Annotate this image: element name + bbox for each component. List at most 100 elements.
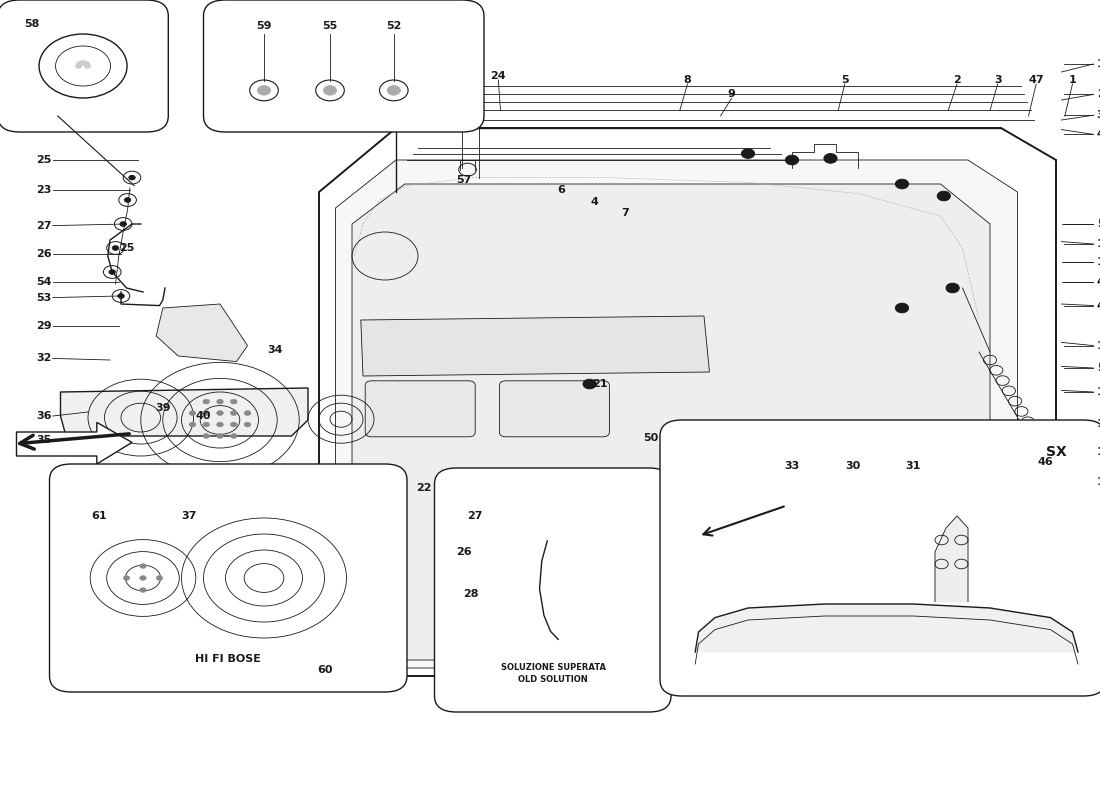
Circle shape: [895, 179, 909, 189]
Text: 42: 42: [366, 471, 382, 481]
Text: 44: 44: [456, 483, 472, 493]
Text: 30: 30: [845, 461, 860, 470]
Text: 53: 53: [36, 293, 52, 302]
Text: 2: 2: [953, 75, 961, 85]
Text: SX: SX: [1046, 445, 1066, 459]
Text: 29: 29: [36, 322, 52, 331]
Text: 26: 26: [36, 250, 52, 259]
Text: Ferrari: Ferrari: [649, 277, 847, 363]
FancyBboxPatch shape: [499, 381, 609, 437]
Text: 43: 43: [496, 483, 512, 493]
Circle shape: [202, 399, 209, 404]
Text: 47: 47: [1097, 130, 1100, 139]
Text: 22: 22: [416, 483, 431, 493]
Circle shape: [785, 155, 799, 165]
Text: 17: 17: [1097, 258, 1100, 267]
Circle shape: [124, 198, 131, 202]
Text: 37: 37: [256, 471, 272, 481]
Circle shape: [217, 422, 223, 427]
Circle shape: [217, 399, 223, 404]
Circle shape: [583, 379, 596, 389]
Text: 21: 21: [592, 379, 607, 389]
Text: 48: 48: [1097, 277, 1100, 286]
Text: SOLUZIONE SUPERATA: SOLUZIONE SUPERATA: [500, 663, 606, 672]
Circle shape: [123, 576, 130, 581]
Text: 19: 19: [1097, 341, 1100, 350]
Circle shape: [231, 434, 238, 438]
Text: 14: 14: [685, 434, 701, 443]
Text: 12: 12: [1097, 477, 1100, 486]
Text: 38: 38: [292, 471, 307, 481]
Circle shape: [895, 303, 909, 313]
Text: 13: 13: [1097, 387, 1100, 397]
Circle shape: [77, 62, 84, 66]
Circle shape: [75, 64, 81, 68]
FancyBboxPatch shape: [50, 464, 407, 692]
Text: 4: 4: [590, 197, 598, 206]
Text: 57: 57: [456, 175, 472, 185]
Circle shape: [140, 576, 146, 581]
Text: 41: 41: [331, 471, 346, 481]
Text: 49: 49: [581, 483, 596, 493]
Circle shape: [217, 410, 223, 415]
Text: 46: 46: [1037, 458, 1053, 467]
Text: HI FI BOSE: HI FI BOSE: [195, 654, 261, 664]
Text: a passion for innovation: a passion for innovation: [472, 351, 804, 449]
Text: 34: 34: [267, 346, 283, 355]
Circle shape: [140, 563, 146, 568]
Text: 61: 61: [91, 511, 107, 521]
Text: 56: 56: [1097, 363, 1100, 373]
Circle shape: [189, 410, 196, 415]
Circle shape: [156, 576, 163, 581]
Text: 3: 3: [1097, 110, 1100, 120]
Text: OLD SOLUTION: OLD SOLUTION: [518, 675, 589, 684]
Circle shape: [741, 149, 755, 158]
Text: 1: 1: [1068, 75, 1077, 85]
Text: 26: 26: [456, 547, 472, 557]
Text: 7: 7: [620, 208, 629, 218]
Circle shape: [946, 283, 959, 293]
Text: 5: 5: [842, 75, 848, 85]
Polygon shape: [60, 388, 308, 436]
Text: 60: 60: [317, 666, 332, 675]
Text: 51: 51: [1097, 219, 1100, 229]
Text: 55: 55: [322, 21, 338, 30]
Text: 20: 20: [769, 434, 784, 443]
Circle shape: [129, 175, 135, 180]
Circle shape: [202, 434, 209, 438]
Text: 36: 36: [36, 411, 52, 421]
Text: 31: 31: [905, 461, 921, 470]
Text: 32: 32: [36, 354, 52, 363]
Polygon shape: [156, 304, 248, 362]
Circle shape: [189, 422, 196, 427]
FancyBboxPatch shape: [204, 0, 484, 132]
Polygon shape: [336, 160, 1018, 668]
Circle shape: [79, 60, 86, 65]
Text: 6: 6: [557, 186, 565, 195]
Circle shape: [82, 62, 89, 66]
Text: 15: 15: [727, 434, 742, 443]
Circle shape: [231, 399, 238, 404]
Circle shape: [323, 86, 337, 95]
Text: 35: 35: [36, 435, 52, 445]
Circle shape: [244, 410, 251, 415]
Text: 58: 58: [24, 19, 40, 29]
Text: 18: 18: [536, 483, 551, 493]
Polygon shape: [352, 184, 990, 660]
Circle shape: [257, 86, 271, 95]
Text: 47: 47: [1028, 75, 1044, 85]
Circle shape: [824, 154, 837, 163]
Text: 28: 28: [463, 589, 478, 598]
Text: 40: 40: [196, 411, 211, 421]
Text: 25: 25: [119, 243, 134, 253]
Text: 2: 2: [1097, 90, 1100, 99]
Text: 27: 27: [468, 511, 483, 521]
Text: 23: 23: [36, 186, 52, 195]
Text: 39: 39: [155, 403, 170, 413]
Text: 27: 27: [36, 221, 52, 230]
Text: 8: 8: [683, 75, 692, 85]
Text: 54: 54: [36, 277, 52, 286]
Circle shape: [118, 294, 124, 298]
Circle shape: [231, 422, 238, 427]
Circle shape: [387, 86, 400, 95]
